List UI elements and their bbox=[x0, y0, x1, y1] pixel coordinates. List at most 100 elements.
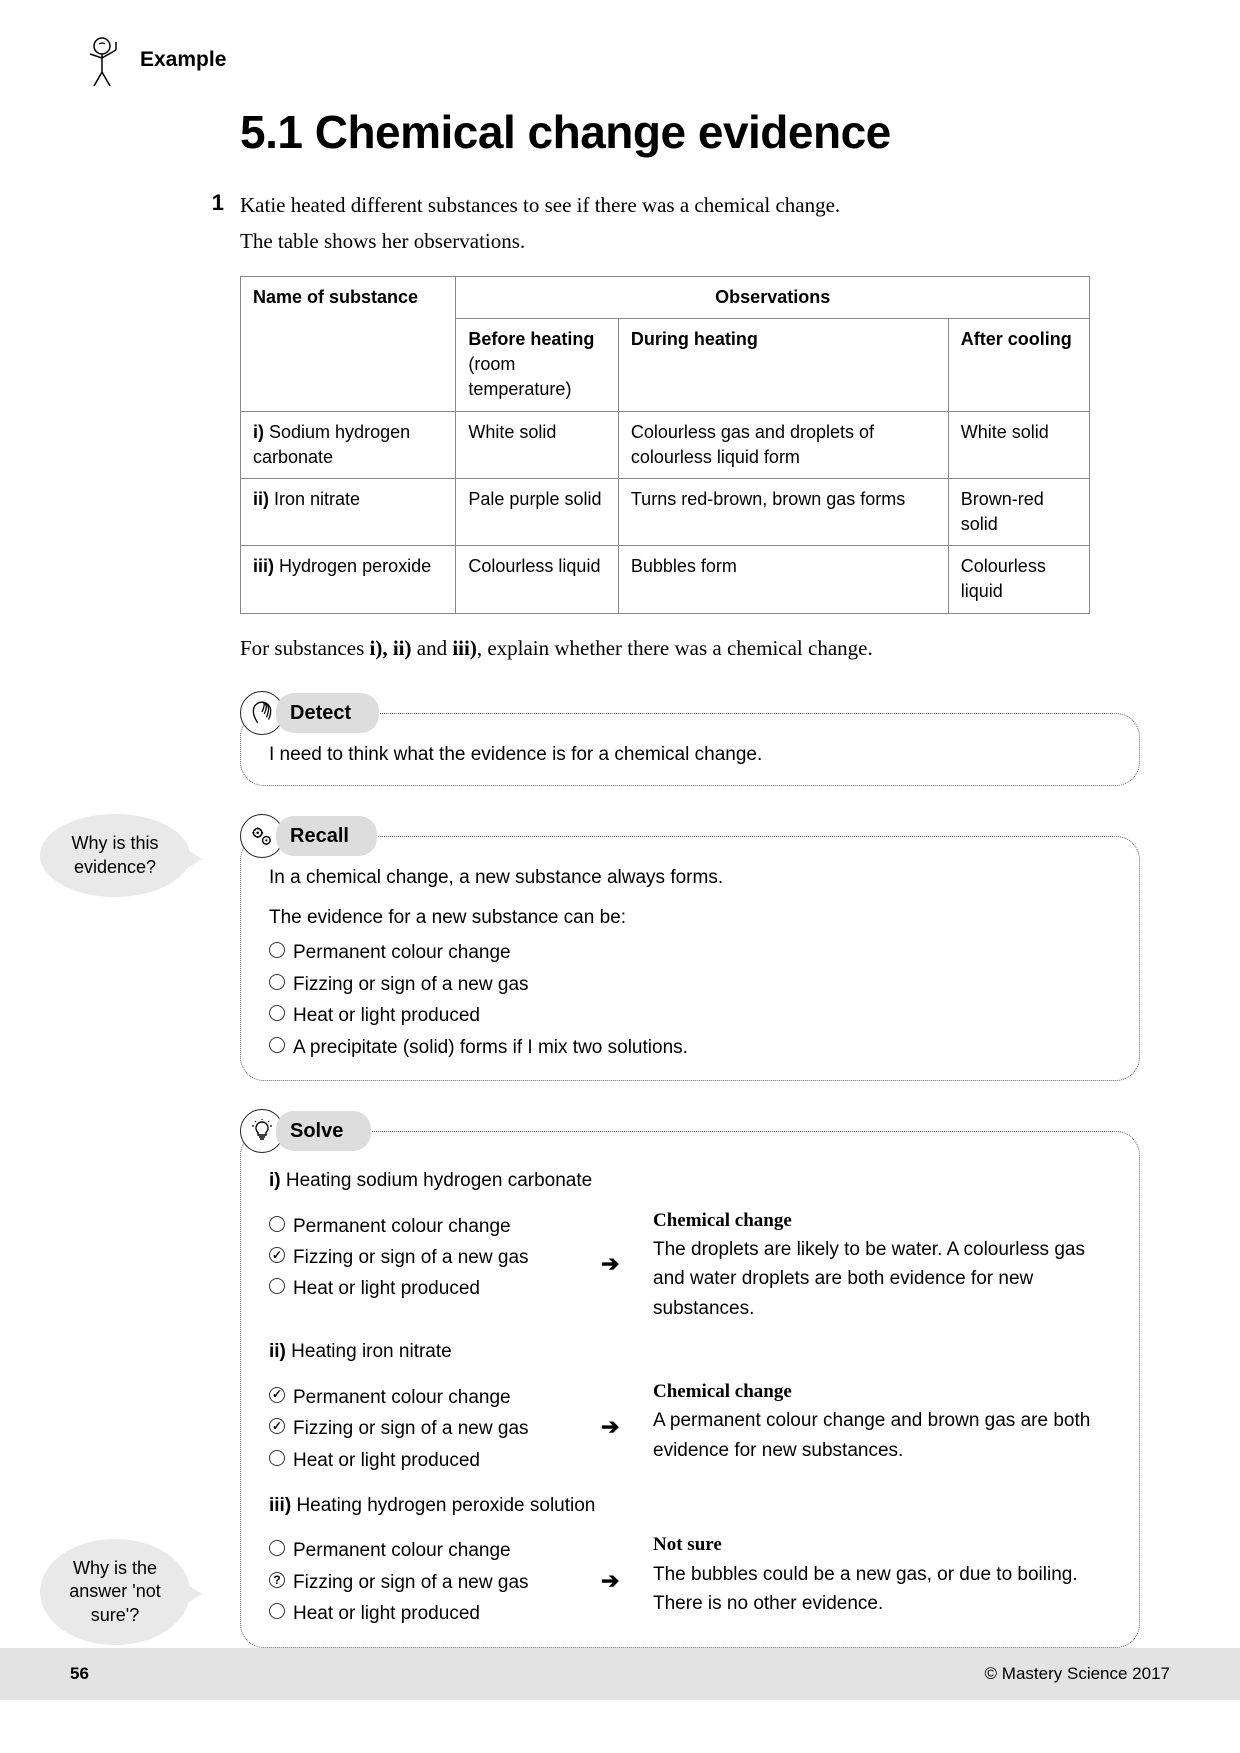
th-during: During heating bbox=[618, 318, 948, 411]
cell: Colourless liquid bbox=[456, 546, 618, 613]
circle-icon bbox=[269, 1216, 285, 1232]
instr-e: , explain whether there was a chemical c… bbox=[477, 636, 873, 660]
instr-a: For substances bbox=[240, 636, 370, 660]
part-title: Heating iron nitrate bbox=[291, 1341, 452, 1362]
check-icon bbox=[269, 1418, 285, 1434]
copyright: © Mastery Science 2017 bbox=[985, 1662, 1170, 1686]
result-col: Chemical change A permanent colour chang… bbox=[653, 1377, 1111, 1465]
th-observations: Observations bbox=[456, 276, 1090, 318]
part-id: i) bbox=[269, 1170, 281, 1191]
question-1: 1 Katie heated different substances to s… bbox=[240, 188, 1140, 259]
row-name: Sodium hydrogen carbonate bbox=[253, 422, 410, 467]
recall-section: Why is this evidence? Recall In a chemic… bbox=[240, 814, 1140, 1081]
th-before-label: Before heating bbox=[468, 329, 594, 349]
recall-box: In a chemical change, a new substance al… bbox=[240, 836, 1140, 1081]
example-tag: Example bbox=[70, 30, 1170, 90]
row-id: ii) bbox=[253, 489, 269, 509]
cell: Turns red-brown, brown gas forms bbox=[618, 478, 948, 545]
example-label: Example bbox=[140, 45, 226, 74]
callout-notsure: Why is the answer 'not sure'? bbox=[40, 1539, 190, 1645]
result-col: Chemical change The droplets are likely … bbox=[653, 1206, 1111, 1324]
circle-icon bbox=[269, 1603, 285, 1619]
table-row: ii) Iron nitrate Pale purple solid Turns… bbox=[241, 478, 1090, 545]
check-icon bbox=[269, 1387, 285, 1403]
part-title: Heating hydrogen peroxide solution bbox=[296, 1495, 595, 1516]
check-col: Permanent colour change Fizzing or sign … bbox=[269, 1530, 589, 1630]
part-id: iii) bbox=[269, 1495, 291, 1516]
list-item: A precipitate (solid) forms if I mix two… bbox=[293, 1033, 688, 1062]
circle-icon bbox=[269, 974, 285, 990]
page-number: 56 bbox=[70, 1662, 89, 1686]
cell: White solid bbox=[948, 411, 1089, 478]
row-id: iii) bbox=[253, 556, 274, 576]
check-text: Heat or light produced bbox=[293, 1446, 480, 1475]
check-text: Fizzing or sign of a new gas bbox=[293, 1568, 529, 1597]
cell: Colourless gas and droplets of colourles… bbox=[618, 411, 948, 478]
check-text: Heat or light produced bbox=[293, 1599, 480, 1628]
table-row: iii) Hydrogen peroxide Colourless liquid… bbox=[241, 546, 1090, 613]
arrow-icon: ➔ bbox=[601, 1410, 641, 1444]
check-text: Fizzing or sign of a new gas bbox=[293, 1243, 529, 1272]
row-name: Iron nitrate bbox=[274, 489, 360, 509]
instr-b: i), ii) bbox=[370, 636, 412, 660]
cell: Pale purple solid bbox=[456, 478, 618, 545]
detect-text: I need to think what the evidence is for… bbox=[269, 734, 1111, 769]
solve-label: Solve bbox=[276, 1111, 371, 1151]
arrow-icon: ➔ bbox=[601, 1564, 641, 1598]
check-col: Permanent colour change Fizzing or sign … bbox=[269, 1206, 589, 1306]
th-substance: Name of substance bbox=[241, 276, 456, 411]
recall-intro2: The evidence for a new substance can be: bbox=[269, 903, 1111, 932]
result-head: Not sure bbox=[653, 1530, 1111, 1559]
check-text: Permanent colour change bbox=[293, 1383, 511, 1412]
cell: White solid bbox=[456, 411, 618, 478]
th-before-sub: (room temperature) bbox=[468, 354, 571, 399]
check-icon bbox=[269, 1247, 285, 1263]
circle-icon bbox=[269, 942, 285, 958]
part-id: ii) bbox=[269, 1341, 286, 1362]
instr-d: iii) bbox=[452, 636, 477, 660]
example-icon bbox=[70, 30, 130, 90]
th-after: After cooling bbox=[948, 318, 1089, 411]
list-item: Heat or light produced bbox=[293, 1001, 480, 1030]
circle-icon bbox=[269, 1278, 285, 1294]
check-text: Fizzing or sign of a new gas bbox=[293, 1414, 529, 1443]
arrow-icon: ➔ bbox=[601, 1247, 641, 1281]
worksheet-page: Example 5.1 Chemical change evidence 1 K… bbox=[0, 0, 1240, 1700]
table-row: i) Sodium hydrogen carbonate White solid… bbox=[241, 411, 1090, 478]
list-item: Permanent colour change bbox=[293, 938, 511, 967]
callout-evidence: Why is this evidence? bbox=[40, 814, 190, 897]
detect-section: Detect I need to think what the evidence… bbox=[240, 691, 1140, 786]
row-id: i) bbox=[253, 422, 264, 442]
cell: Bubbles form bbox=[618, 546, 948, 613]
th-before: Before heating (room temperature) bbox=[456, 318, 618, 411]
instr-c: and bbox=[412, 636, 453, 660]
observations-table: Name of substance Observations Before he… bbox=[240, 276, 1090, 614]
check-col: Permanent colour change Fizzing or sign … bbox=[269, 1377, 589, 1477]
circle-icon bbox=[269, 1037, 285, 1053]
result-col: Not sure The bubbles could be a new gas,… bbox=[653, 1530, 1111, 1618]
check-text: Permanent colour change bbox=[293, 1212, 511, 1241]
circle-icon bbox=[269, 1005, 285, 1021]
solve-section: Why is the answer 'not sure'? Solve i) H… bbox=[240, 1109, 1140, 1648]
question-text: Katie heated different substances to see… bbox=[240, 188, 840, 259]
cell: Brown-red solid bbox=[948, 478, 1089, 545]
detect-label: Detect bbox=[276, 693, 379, 733]
content-column: 5.1 Chemical change evidence 1 Katie hea… bbox=[240, 100, 1140, 1648]
table-body: i) Sodium hydrogen carbonate White solid… bbox=[241, 411, 1090, 613]
question-number: 1 bbox=[200, 188, 224, 259]
page-title: 5.1 Chemical change evidence bbox=[240, 100, 1140, 164]
page-footer: 56 © Mastery Science 2017 bbox=[0, 1648, 1240, 1700]
result-text: The droplets are likely to be water. A c… bbox=[653, 1235, 1111, 1323]
result-head: Chemical change bbox=[653, 1377, 1111, 1406]
row-name: Hydrogen peroxide bbox=[279, 556, 431, 576]
cell: Colourless liquid bbox=[948, 546, 1089, 613]
solve-box: i) Heating sodium hydrogen carbonate Per… bbox=[240, 1131, 1140, 1648]
recall-label: Recall bbox=[276, 816, 377, 856]
question-icon bbox=[269, 1572, 285, 1588]
circle-icon bbox=[269, 1450, 285, 1466]
check-text: Permanent colour change bbox=[293, 1536, 511, 1565]
recall-list: Permanent colour change Fizzing or sign … bbox=[269, 938, 1111, 1062]
instruction-text: For substances i), ii) and iii), explain… bbox=[240, 634, 1140, 663]
q-line-1: Katie heated different substances to see… bbox=[240, 188, 840, 224]
result-head: Chemical change bbox=[653, 1206, 1111, 1235]
